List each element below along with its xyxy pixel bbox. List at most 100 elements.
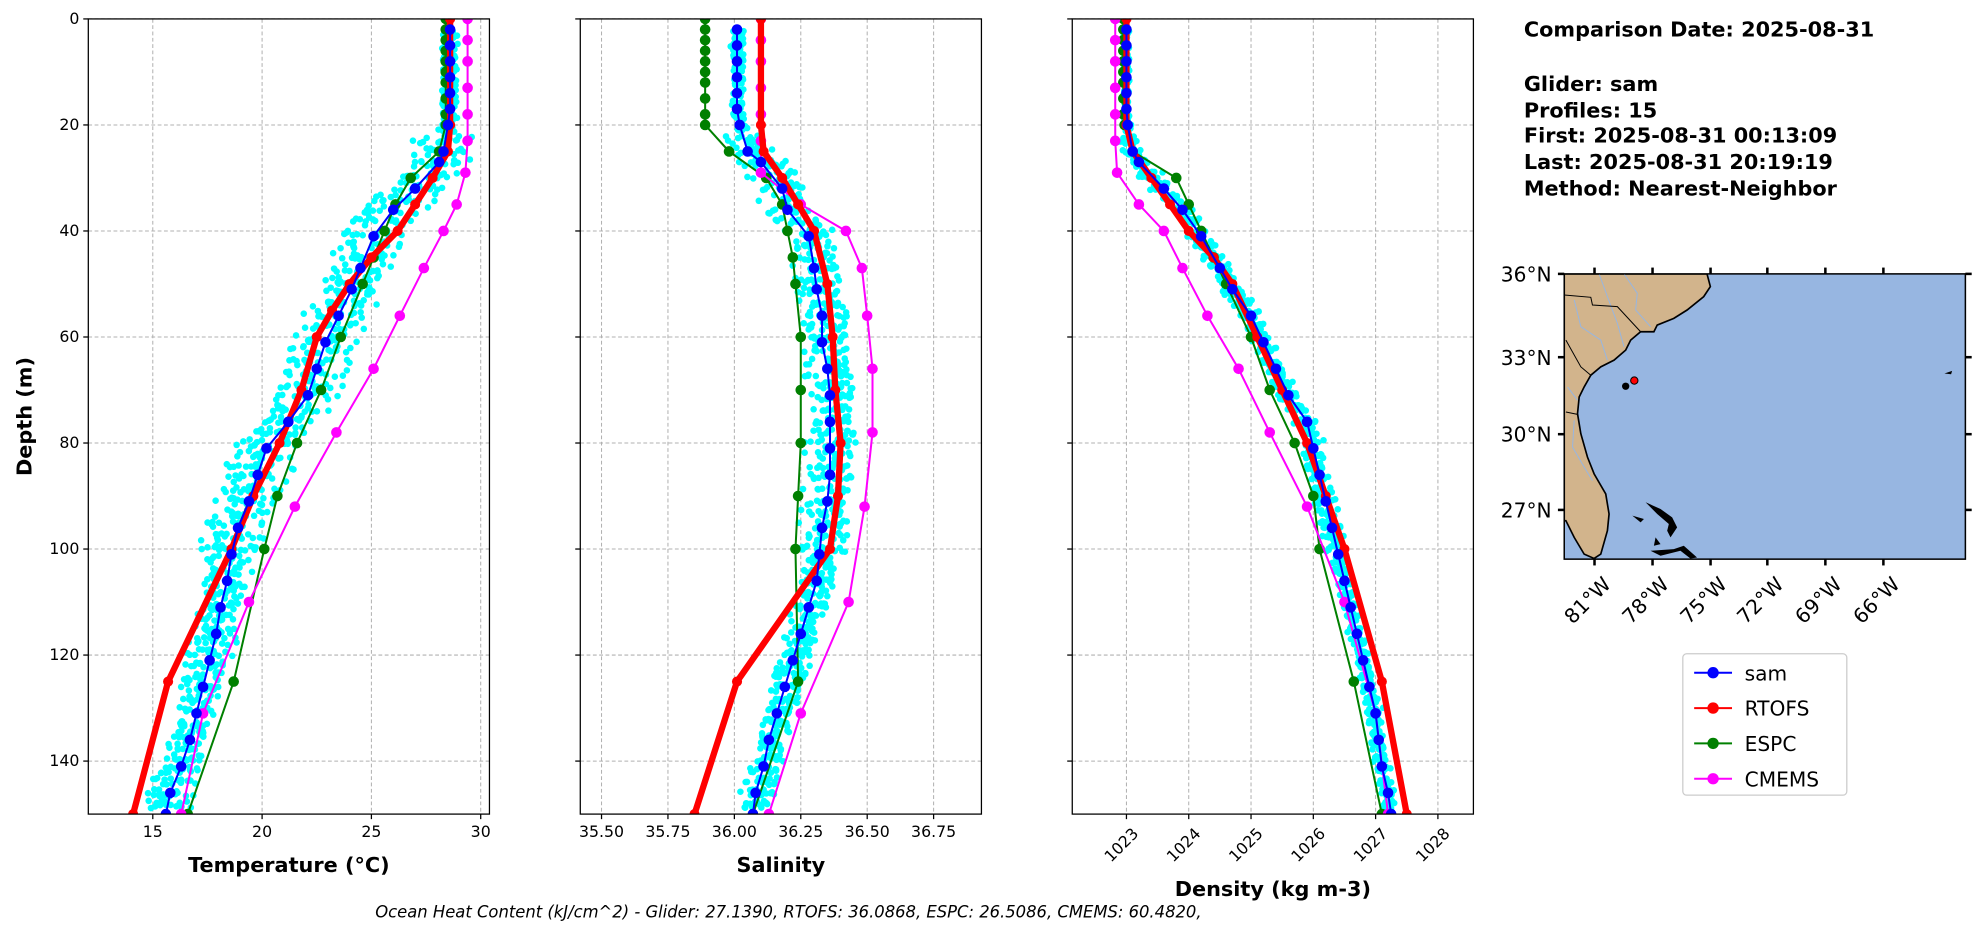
marker-sam [824, 416, 836, 428]
x-tick-label: 1027 [1349, 824, 1391, 866]
glider-observation-point [197, 752, 205, 760]
glider-observation-point [827, 569, 834, 576]
glider-observation-point [797, 664, 805, 672]
glider-observation-point [293, 415, 301, 423]
glider-observation-point [824, 519, 831, 526]
glider-observation-point [224, 587, 232, 595]
marker-sam [1373, 734, 1385, 746]
glider-observation-point [374, 267, 381, 274]
glider-observation-point [1300, 450, 1307, 458]
glider-observation-point [844, 486, 851, 494]
glider-observation-point [806, 652, 813, 659]
glider-observation-point [283, 383, 290, 391]
glider-observation-point [390, 252, 397, 259]
glider-observation-point [211, 663, 219, 670]
lon-tick-label: 72°W [1732, 572, 1788, 628]
glider-observation-point [808, 627, 816, 635]
glider-observation-point [202, 626, 209, 633]
marker-sam [1332, 549, 1344, 560]
glider-observation-point [765, 781, 773, 789]
glider-observation-point [805, 556, 813, 564]
glider-observation-point [170, 733, 178, 740]
marker-CMEMS [1109, 34, 1121, 46]
glider-observation-point [341, 267, 349, 274]
glider-observation-point [357, 302, 365, 309]
glider-observation-point [215, 519, 223, 527]
glider-observation-point [1324, 473, 1332, 481]
glider-observation-point [804, 277, 812, 284]
glider-observation-point [289, 344, 297, 352]
glider-observation-point [220, 485, 228, 493]
glider-observation-point [158, 769, 165, 777]
lat-tick-label: 30°N [1501, 423, 1552, 447]
glider-observation-point [240, 486, 248, 493]
glider-observation-point [804, 501, 811, 508]
marker-sam [816, 522, 828, 534]
glider-observation-point [225, 473, 232, 480]
glider-observation-point [266, 424, 274, 432]
series-ESPC [1118, 18, 1388, 815]
glider-observation-point [1387, 765, 1394, 772]
glider-observation-point [824, 242, 831, 250]
glider-observation-point [812, 216, 819, 223]
marker-RTOFS [445, 18, 456, 24]
glider-position-marker[interactable] [1630, 376, 1639, 385]
marker-sam [822, 363, 833, 375]
glider-observation-point [797, 506, 805, 514]
y-tick-label: 40 [59, 221, 79, 240]
glider-observation-point [805, 508, 813, 515]
glider-observation-point [807, 438, 814, 445]
glider-observation-point [236, 448, 244, 456]
marker-sam [444, 24, 456, 35]
glider-observation-point [808, 303, 816, 310]
glider-observation-point [232, 512, 240, 520]
marker-ESPC [699, 24, 711, 35]
series-CMEMS [1109, 18, 1394, 815]
marker-sam [731, 56, 743, 67]
glider-observation-point [352, 319, 359, 327]
glider-observation-point [1369, 746, 1376, 753]
legend-item-RTOFS: RTOFS [1694, 697, 1809, 721]
glider-observation-point [397, 179, 405, 186]
y-tick-label: 80 [59, 433, 79, 452]
marker-sam [1326, 522, 1338, 534]
glider-observation-point [802, 670, 809, 678]
glider-observation-point [215, 590, 222, 598]
glider-observation-point [808, 616, 816, 623]
glider-observation-point [301, 356, 308, 364]
glider-observation-point [772, 733, 779, 740]
glider-observation-point [357, 308, 364, 316]
glider-observation-point [199, 646, 206, 653]
glider-observation-point [211, 617, 218, 624]
glider-observation-point [238, 471, 245, 478]
line-sam [736, 29, 832, 815]
series-RTOFS [689, 18, 846, 815]
glider-observation-point [254, 428, 262, 435]
glider-observation-point [244, 531, 252, 538]
glider-observation-point [733, 144, 740, 152]
glider-observation-point [835, 312, 843, 320]
glider-observation-point [174, 740, 181, 748]
glider-observation-point [293, 380, 301, 388]
marker-sam [1158, 183, 1170, 194]
glider-observation-point [781, 634, 788, 641]
glider-observation-point [841, 320, 848, 327]
glider-observation-point [275, 419, 282, 427]
marker-ESPC [291, 437, 303, 449]
marker-sam [1227, 283, 1238, 295]
glider-observation-point [240, 438, 247, 445]
glider-observation-point [1137, 146, 1144, 154]
glider-observation-point [835, 277, 843, 284]
glider-observation-point [1312, 484, 1319, 491]
glider-observation-point [260, 494, 267, 502]
glider-observation-point [267, 416, 274, 423]
glider-observation-point [818, 485, 826, 492]
marker-RTOFS [822, 278, 833, 290]
glider-observation-point [837, 372, 845, 380]
marker-sam [1258, 336, 1269, 348]
glider-observation-point [245, 447, 253, 455]
glider-observation-point [152, 775, 159, 783]
marker-sam [1121, 24, 1132, 35]
glider-observation-point [179, 695, 187, 703]
glider-observation-point [230, 625, 238, 633]
